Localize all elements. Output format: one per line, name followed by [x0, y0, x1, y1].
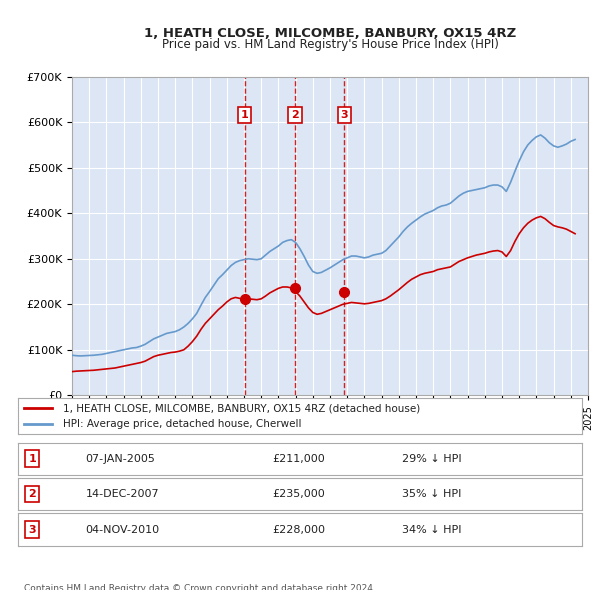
Text: Price paid vs. HM Land Registry's House Price Index (HPI): Price paid vs. HM Land Registry's House …	[161, 38, 499, 51]
Text: 07-JAN-2005: 07-JAN-2005	[86, 454, 155, 464]
Text: 29% ↓ HPI: 29% ↓ HPI	[401, 454, 461, 464]
Text: 1, HEATH CLOSE, MILCOMBE, BANBURY, OX15 4RZ: 1, HEATH CLOSE, MILCOMBE, BANBURY, OX15 …	[144, 27, 516, 40]
Text: 1, HEATH CLOSE, MILCOMBE, BANBURY, OX15 4RZ (detached house): 1, HEATH CLOSE, MILCOMBE, BANBURY, OX15 …	[63, 403, 421, 413]
Text: 35% ↓ HPI: 35% ↓ HPI	[401, 489, 461, 499]
Text: £228,000: £228,000	[272, 525, 325, 535]
Text: 04-NOV-2010: 04-NOV-2010	[86, 525, 160, 535]
Text: £235,000: £235,000	[272, 489, 325, 499]
Text: 2: 2	[291, 110, 299, 120]
Text: 3: 3	[341, 110, 348, 120]
Text: HPI: Average price, detached house, Cherwell: HPI: Average price, detached house, Cher…	[63, 419, 302, 429]
Text: 1: 1	[28, 454, 36, 464]
Text: Contains HM Land Registry data © Crown copyright and database right 2024.
This d: Contains HM Land Registry data © Crown c…	[24, 584, 376, 590]
Text: 2: 2	[28, 489, 36, 499]
Text: 1: 1	[241, 110, 248, 120]
Text: £211,000: £211,000	[272, 454, 325, 464]
Text: 3: 3	[28, 525, 36, 535]
Text: 14-DEC-2007: 14-DEC-2007	[86, 489, 160, 499]
Text: 34% ↓ HPI: 34% ↓ HPI	[401, 525, 461, 535]
